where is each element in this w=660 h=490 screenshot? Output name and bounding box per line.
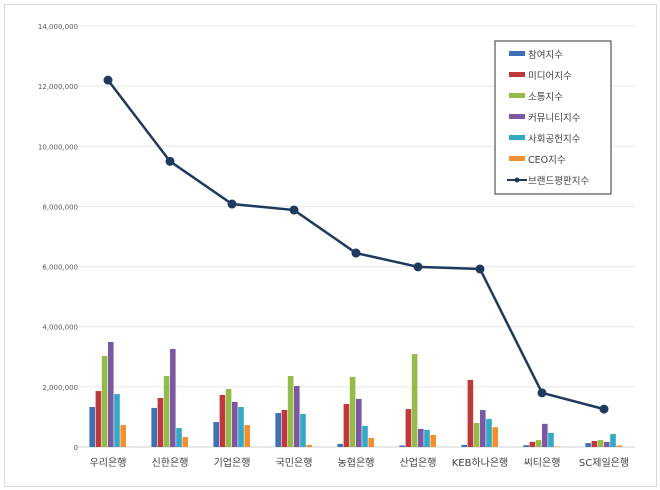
bar-참여지수 xyxy=(151,407,157,447)
y-tick-label: 6,000,000 xyxy=(42,264,78,272)
x-tick-label: 신한은행 xyxy=(152,457,189,469)
bar-미디어지수 xyxy=(343,403,350,447)
bar-소통지수 xyxy=(597,440,604,447)
point-브랜드평판지수 xyxy=(289,205,299,215)
bar-커뮤니티지수 xyxy=(542,423,548,447)
bar-소통지수 xyxy=(473,422,480,447)
x-tick-label: 농협은행 xyxy=(338,456,375,469)
bar-소통지수 xyxy=(101,355,108,447)
legend-swatch xyxy=(509,51,525,56)
point-브랜드평판지수 xyxy=(165,156,175,166)
bar-사회공헌지수 xyxy=(114,394,120,447)
bar-소통지수 xyxy=(535,440,542,447)
bar-CEO지수 xyxy=(182,437,188,447)
bar-소통지수 xyxy=(349,376,356,447)
bar-참여지수 xyxy=(585,443,591,447)
bar-CEO지수 xyxy=(430,434,436,447)
legend-swatch xyxy=(509,135,525,140)
bar-참여지수 xyxy=(337,443,343,447)
point-브랜드평판지수 xyxy=(475,264,485,274)
bar-CEO지수 xyxy=(492,427,498,447)
bar-CEO지수 xyxy=(554,446,560,447)
bar-미디어지수 xyxy=(219,394,226,447)
bar-참여지수 xyxy=(213,422,219,447)
x-tick-label: 우리은행 xyxy=(90,457,127,469)
y-tick-label: 8,000,000 xyxy=(42,203,78,211)
y-tick-label: 14,000,000 xyxy=(38,23,78,31)
x-tick-label: KEB하나은행 xyxy=(452,456,509,469)
point-브랜드평판지수 xyxy=(227,199,237,209)
bar-참여지수 xyxy=(89,407,95,447)
legend-label: 커뮤니티지수 xyxy=(528,113,581,124)
bar-커뮤니티지수 xyxy=(170,348,176,447)
bar-커뮤니티지수 xyxy=(232,401,238,447)
legend-label: 미디어지수 xyxy=(528,71,572,82)
bar-소통지수 xyxy=(287,376,294,447)
x-tick-label: 기업은행 xyxy=(214,456,251,469)
bar-참여지수 xyxy=(523,445,529,447)
point-브랜드평판지수 xyxy=(599,404,609,414)
bar-CEO지수 xyxy=(306,444,312,447)
legend-label: 소통지수 xyxy=(528,92,563,103)
bar-사회공헌지수 xyxy=(610,434,616,447)
point-브랜드평판지수 xyxy=(103,75,113,85)
bar-커뮤니티지수 xyxy=(418,428,424,447)
bar-CEO지수 xyxy=(368,437,374,447)
point-브랜드평판지수 xyxy=(351,248,361,258)
bar-참여지수 xyxy=(275,413,281,447)
x-tick-label: 국민은행 xyxy=(276,457,313,469)
bar-참여지수 xyxy=(461,444,467,447)
bar-미디어지수 xyxy=(95,391,102,447)
brand-reputation-chart: 0 2,000,000 4,000,000 6,000,000 8,000,000 10,… xyxy=(38,23,635,469)
bar-소통지수 xyxy=(225,388,232,447)
legend-label: 브랜드평판지수 xyxy=(528,176,589,187)
chart-container: 0 2,000,000 4,000,000 6,000,000 8,000,000 10,… xyxy=(4,4,657,487)
bar-미디어지수 xyxy=(591,440,598,447)
bar-사회공헌지수 xyxy=(486,419,492,447)
bar-미디어지수 xyxy=(467,379,474,447)
y-tick-label: 12,000,000 xyxy=(38,83,78,91)
y-tick-label: 10,000,000 xyxy=(38,143,78,151)
bar-미디어지수 xyxy=(529,441,536,447)
bar-미디어지수 xyxy=(405,409,412,447)
bar-사회공헌지수 xyxy=(238,407,244,447)
bar-소통지수 xyxy=(411,354,418,447)
legend-label: CEO지수 xyxy=(528,155,566,166)
point-브랜드평판지수 xyxy=(537,388,547,398)
legend-swatch xyxy=(509,114,525,119)
bar-커뮤니티지수 xyxy=(356,398,362,447)
legend-swatch xyxy=(509,156,525,161)
bar-미디어지수 xyxy=(281,410,288,447)
bar-커뮤니티지수 xyxy=(294,385,300,447)
bar-참여지수 xyxy=(399,445,405,447)
bar-사회공헌지수 xyxy=(300,413,306,447)
x-tick-label: SC제일은행 xyxy=(579,457,629,469)
bar-사회공헌지수 xyxy=(424,429,430,447)
x-tick-label: 산업은행 xyxy=(400,456,437,469)
bar-커뮤니티지수 xyxy=(480,410,486,447)
y-tick-label: 0 xyxy=(74,444,78,452)
bar-사회공헌지수 xyxy=(362,425,368,447)
bar-사회공헌지수 xyxy=(176,428,182,447)
legend-label: 참여지수 xyxy=(528,49,563,61)
bar-CEO지수 xyxy=(616,445,622,447)
point-브랜드평판지수 xyxy=(413,262,423,272)
bar-미디어지수 xyxy=(157,397,164,447)
x-tick-label: 씨티은행 xyxy=(524,457,561,469)
legend-swatch xyxy=(509,72,525,77)
bar-사회공헌지수 xyxy=(548,432,554,447)
y-tick-label: 2,000,000 xyxy=(42,384,78,392)
legend-marker xyxy=(514,177,520,183)
bar-커뮤니티지수 xyxy=(604,441,610,447)
bar-소통지수 xyxy=(163,376,170,447)
bar-CEO지수 xyxy=(120,425,126,447)
y-tick-label: 4,000,000 xyxy=(42,324,78,332)
bar-CEO지수 xyxy=(244,425,250,447)
bar-커뮤니티지수 xyxy=(108,342,114,447)
legend-swatch xyxy=(509,93,525,98)
legend-label: 사회공헌지수 xyxy=(528,134,581,145)
